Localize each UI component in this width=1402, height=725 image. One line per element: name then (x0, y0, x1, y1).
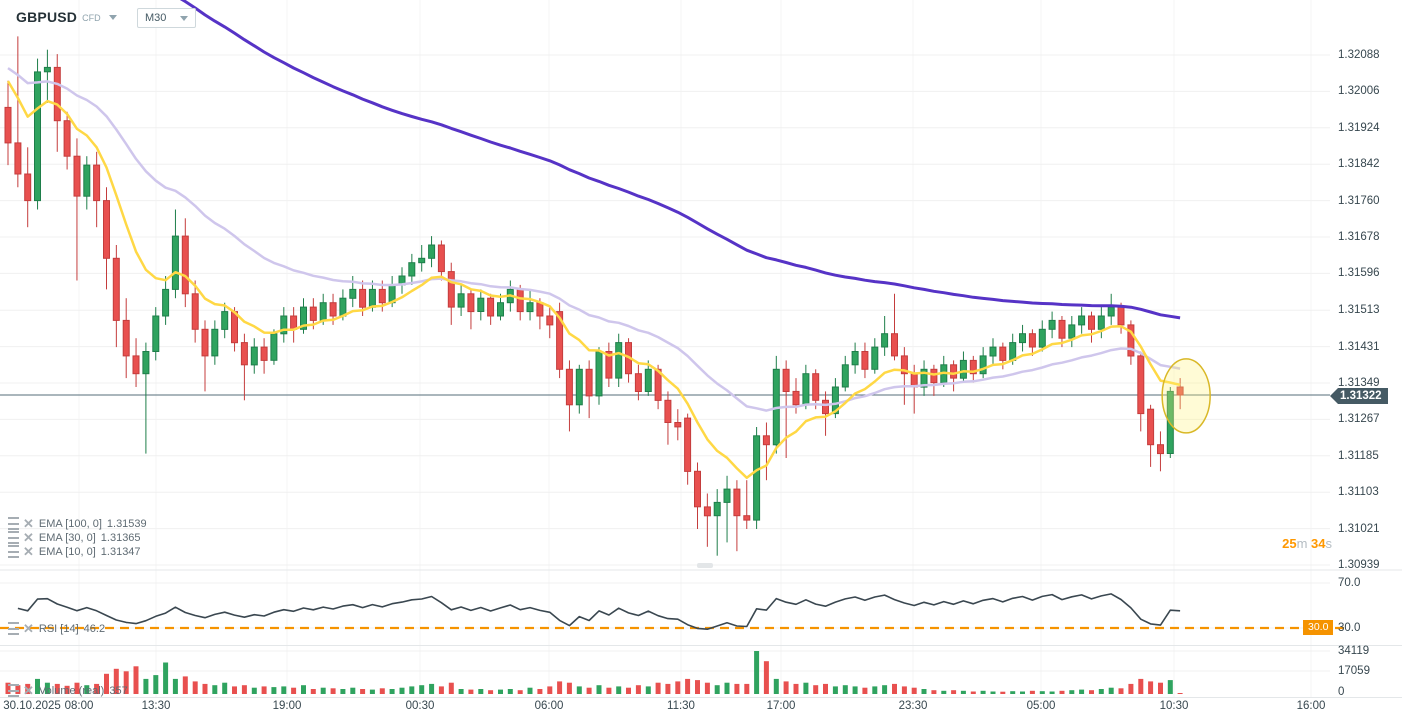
ema100-line (179, 0, 1181, 320)
indicator-label: EMA [10, 0] (38, 545, 96, 558)
price-axis-label: 1.32006 (1338, 85, 1380, 98)
chevron-down-icon (180, 15, 189, 21)
volume-axis-label: 0 (1338, 686, 1345, 698)
price-axis-label: 1.31924 (1338, 121, 1380, 134)
indicator-remove-icon[interactable]: ✕ (23, 683, 34, 698)
price-axis-label: 1.31185 (1338, 449, 1379, 462)
chevron-down-icon (108, 14, 117, 20)
volume-legend-row: ✕ Volume (real) 357 (8, 684, 128, 697)
highlight-ellipse (1161, 358, 1211, 434)
indicator-remove-icon[interactable]: ✕ (23, 621, 34, 636)
price-axis-label: 1.31021 (1338, 522, 1380, 535)
time-axis-label: 00:30 (405, 700, 435, 712)
indicator-remove-icon[interactable]: ✕ (23, 544, 34, 559)
price-axis-label: 1.31513 (1338, 304, 1380, 317)
time-axis-label: 16:00 (1296, 700, 1326, 712)
indicator-settings-icon[interactable] (8, 545, 19, 558)
time-axis-label: 19:00 (272, 700, 302, 712)
ema30-legend-row: ✕ EMA [30, 0] 1.31365 (8, 531, 141, 544)
panel-resize-handle[interactable] (697, 563, 713, 568)
indicator-label: EMA [100, 0] (38, 517, 102, 530)
instrument-type-label: CFD (82, 13, 101, 23)
price-axis-label: 1.31596 (1338, 267, 1380, 280)
price-badge-arrow (1330, 388, 1338, 404)
time-axis-label: 10:30 (1159, 700, 1189, 712)
price-axis-label: 1.30939 (1338, 559, 1380, 571)
price-axis-label: 1.31678 (1338, 230, 1380, 243)
ema10-legend-row: ✕ EMA [10, 0] 1.31347 (8, 545, 141, 558)
timeframe-label: M30 (145, 12, 167, 24)
indicator-settings-icon[interactable] (8, 517, 19, 530)
volume-series (5, 651, 1183, 694)
indicator-remove-icon[interactable]: ✕ (23, 516, 34, 531)
candle-countdown-timer: 25m 34s (1282, 536, 1332, 551)
indicator-value: 46.2 (83, 622, 106, 635)
rsi-axis-label: 30.0 (1338, 622, 1361, 634)
indicator-value: 1.31347 (100, 545, 141, 558)
time-axis-label: 17:00 (766, 700, 796, 712)
indicator-value: 1.31539 (106, 517, 147, 530)
volume-axis-label: 17059 (1338, 665, 1370, 677)
time-axis-label: 13:30 (141, 700, 171, 712)
indicator-remove-icon[interactable]: ✕ (23, 530, 34, 545)
indicator-settings-icon[interactable] (8, 622, 19, 635)
time-axis-label: 23:30 (898, 700, 928, 712)
price-axis-label: 1.31760 (1338, 194, 1380, 207)
price-axis-label: 1.31842 (1338, 158, 1380, 171)
rsi-line (17, 593, 1181, 631)
ema100-legend-row: ✕ EMA [100, 0] 1.31539 (8, 517, 147, 530)
timeframe-selector[interactable]: M30 (137, 8, 197, 28)
price-axis-label: 1.32088 (1338, 49, 1380, 61)
time-axis-label: 08:00 (64, 700, 94, 712)
ema10-line (6, 80, 1181, 480)
indicator-label: EMA [30, 0] (38, 531, 96, 544)
time-axis-label: 05:00 (1026, 700, 1056, 712)
indicator-value: 357 (109, 684, 128, 697)
ema30-line (7, 67, 1181, 412)
rsi-axis-label: 70.0 (1338, 577, 1361, 589)
symbol-name: GBPUSD (16, 9, 78, 25)
indicator-value: 1.31365 (100, 531, 141, 544)
time-axis-label: 30.10.2025 (3, 700, 61, 712)
indicator-settings-icon[interactable] (8, 684, 19, 697)
candlestick-series (4, 36, 1184, 556)
price-axis-label: 1.31431 (1338, 340, 1380, 353)
price-axis-label: 1.31349 (1338, 377, 1380, 390)
indicator-settings-icon[interactable] (8, 531, 19, 544)
price-axis-label: 1.31267 (1338, 413, 1380, 426)
time-axis-label: 06:00 (534, 700, 564, 712)
current-price-badge: 1.31322 (1330, 388, 1388, 404)
time-axis-label: 11:30 (667, 700, 695, 712)
symbol-selector[interactable]: GBPUSD CFD (16, 9, 117, 25)
rsi-threshold-badge: 30.0 (1303, 620, 1334, 635)
indicator-label: RSI [14] (38, 622, 79, 635)
rsi-legend-row: ✕ RSI [14] 46.2 (8, 622, 105, 635)
volume-axis-label: 34119 (1338, 645, 1370, 657)
indicator-label: Volume (real) (38, 684, 105, 697)
price-axis-label: 1.31103 (1338, 486, 1379, 499)
